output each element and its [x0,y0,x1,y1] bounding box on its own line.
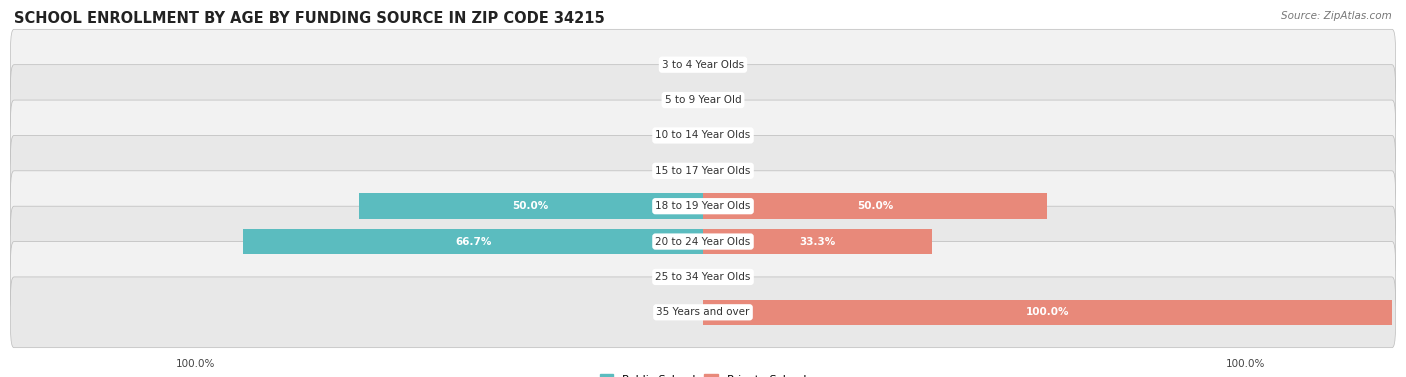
Text: 18 to 19 Year Olds: 18 to 19 Year Olds [655,201,751,211]
Text: 33.3%: 33.3% [800,236,835,247]
FancyBboxPatch shape [11,206,1395,277]
FancyBboxPatch shape [11,29,1395,100]
FancyBboxPatch shape [11,135,1395,206]
Legend: Public School, Private School: Public School, Private School [595,369,811,377]
Text: 0.0%: 0.0% [666,166,693,176]
FancyBboxPatch shape [11,65,1395,135]
Text: 100.0%: 100.0% [176,359,215,369]
Bar [359,193,703,219]
Text: 50.0%: 50.0% [513,201,548,211]
Text: 0.0%: 0.0% [666,130,693,141]
Text: 15 to 17 Year Olds: 15 to 17 Year Olds [655,166,751,176]
Text: 10 to 14 Year Olds: 10 to 14 Year Olds [655,130,751,141]
Text: 0.0%: 0.0% [713,60,740,70]
Text: 0.0%: 0.0% [666,272,693,282]
Text: 0.0%: 0.0% [713,272,740,282]
Text: 100.0%: 100.0% [1226,359,1265,369]
Text: 25 to 34 Year Olds: 25 to 34 Year Olds [655,272,751,282]
Bar [703,229,932,254]
Text: SCHOOL ENROLLMENT BY AGE BY FUNDING SOURCE IN ZIP CODE 34215: SCHOOL ENROLLMENT BY AGE BY FUNDING SOUR… [14,11,605,26]
Text: 0.0%: 0.0% [666,95,693,105]
Text: 0.0%: 0.0% [666,60,693,70]
FancyBboxPatch shape [11,242,1395,312]
FancyBboxPatch shape [11,277,1395,348]
Text: 5 to 9 Year Old: 5 to 9 Year Old [665,95,741,105]
Bar [243,229,703,254]
Text: 0.0%: 0.0% [713,95,740,105]
Text: 3 to 4 Year Olds: 3 to 4 Year Olds [662,60,744,70]
FancyBboxPatch shape [11,171,1395,242]
Text: 20 to 24 Year Olds: 20 to 24 Year Olds [655,236,751,247]
Text: 35 Years and over: 35 Years and over [657,307,749,317]
FancyBboxPatch shape [11,100,1395,171]
Text: 0.0%: 0.0% [713,166,740,176]
Text: 50.0%: 50.0% [858,201,893,211]
Bar [703,300,1392,325]
Text: 0.0%: 0.0% [666,307,693,317]
Bar [703,193,1047,219]
Text: Source: ZipAtlas.com: Source: ZipAtlas.com [1281,11,1392,21]
Text: 0.0%: 0.0% [713,130,740,141]
Text: 100.0%: 100.0% [1026,307,1069,317]
Text: 66.7%: 66.7% [456,236,492,247]
